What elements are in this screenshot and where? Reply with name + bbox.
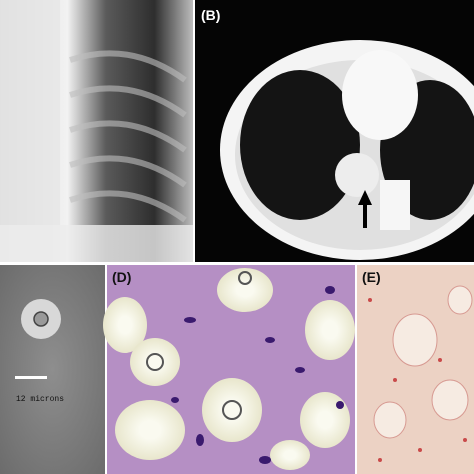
- mass: [335, 153, 379, 197]
- diaphragm: [0, 225, 193, 262]
- india-ink-field: [0, 265, 105, 474]
- scale-bar: [15, 376, 47, 379]
- panel-b: (B): [195, 0, 474, 262]
- nuclei: [171, 286, 344, 464]
- yeast-cell: [33, 311, 49, 327]
- mediastinum: [0, 0, 60, 262]
- stained-dots: [368, 298, 467, 462]
- right-lung: [240, 70, 360, 220]
- heart: [342, 50, 418, 140]
- scale-label: 12 microns: [16, 395, 64, 404]
- panel-label: (E): [362, 269, 381, 285]
- panel-label: (D): [112, 269, 131, 285]
- panel-d: (D): [103, 265, 355, 474]
- spine: [380, 180, 410, 230]
- panel-label: (B): [201, 7, 220, 23]
- vacuoles: [373, 285, 473, 439]
- panel-e: (E): [357, 265, 474, 474]
- organisms: [146, 271, 252, 420]
- panel-a: [0, 0, 193, 262]
- ribs: [69, 50, 187, 223]
- panel-c: 12 microns: [0, 265, 105, 474]
- arrow: [358, 190, 372, 228]
- vacuoles: [103, 268, 355, 470]
